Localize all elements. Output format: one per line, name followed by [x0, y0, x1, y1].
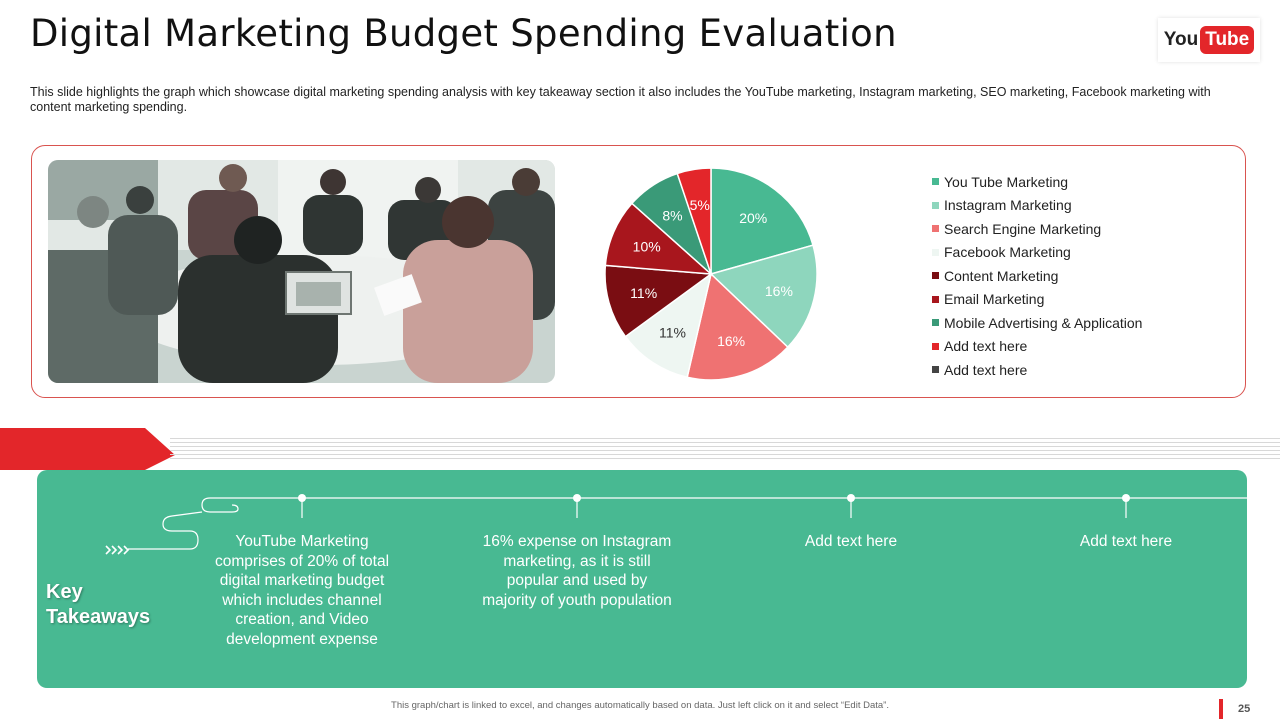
decorative-stripes: [170, 438, 1280, 462]
footer-note: This graph/chart is linked to excel, and…: [391, 700, 889, 711]
pie-label-7: 8%: [662, 208, 682, 224]
legend-swatch-1: [932, 178, 939, 186]
pie-slice-8: [676, 167, 712, 275]
legend-swatch-7: [932, 319, 939, 327]
legend-item-1: You Tube Marketing: [932, 170, 1142, 194]
legend-swatch-4: [932, 248, 939, 256]
legend-label-1: You Tube Marketing: [944, 173, 1069, 190]
pie-chart: 20% 16% 16% 11% 11% 10%8% 5%: [604, 167, 818, 381]
legend-label-3: Search Engine Marketing: [944, 220, 1102, 237]
chart-legend: You Tube Marketing Instagram Marketing Sea…: [932, 170, 1142, 382]
takeaway-text-4: Add text here: [1079, 533, 1173, 550]
takeaway-text-2: 16% expense on Instagram marketing, as i…: [482, 533, 672, 609]
legend-item-9: Add text here: [932, 358, 1142, 382]
pie-label-3: 16%: [717, 333, 745, 349]
takeaway-text-1: YouTube Marketing comprises of 20% of to…: [214, 533, 390, 648]
legend-swatch-8: [932, 342, 939, 350]
legend-swatch-6: [932, 295, 939, 303]
legend-swatch-5: [932, 272, 939, 280]
legend-item-8: Add text here: [932, 335, 1142, 359]
key-takeaways-heading: Key Takeaways: [46, 581, 151, 628]
legend-item-3: Search Engine Marketing: [932, 217, 1142, 241]
pie-slice-4: [624, 272, 713, 379]
page-title: Digital Marketing Budget Spending Evalua…: [30, 12, 897, 55]
legend-label-6: Email Marketing: [944, 291, 1045, 308]
pie-slice-1: [710, 167, 814, 275]
pie-label-5: 11%: [630, 285, 657, 301]
pie-label-1: 20%: [739, 210, 767, 226]
takeaway-text-3: Add text here: [804, 533, 898, 550]
legend-label-4: Facebook Marketing: [944, 244, 1071, 261]
legend-item-6: Email Marketing: [932, 288, 1142, 312]
logo-tube-text: Tube: [1200, 26, 1255, 54]
legend-label-7: Mobile Advertising & Application: [944, 314, 1143, 331]
legend-item-2: Instagram Marketing: [932, 194, 1142, 218]
legend-item-5: Content Marketing: [932, 264, 1142, 288]
chart-panel: [31, 145, 1246, 398]
pie-slice-3: [686, 272, 789, 381]
red-accent-banner: [0, 428, 175, 470]
youtube-logo: You Tube: [1158, 18, 1260, 62]
legend-label-5: Content Marketing: [944, 267, 1059, 284]
pie-label-2: 16%: [765, 283, 793, 299]
pie-label-8: 5%: [690, 197, 710, 213]
legend-swatch-2: [932, 201, 939, 209]
legend-item-7: Mobile Advertising & Application: [932, 311, 1142, 335]
meeting-photo: [48, 160, 555, 383]
key-takeaways-panel: [37, 470, 1247, 688]
legend-label-8: Add text here: [944, 338, 1028, 355]
pie-slice-2: [709, 244, 818, 349]
pie-slice-5: [604, 264, 714, 338]
pie-slice-6: [604, 202, 714, 275]
logo-you-text: You: [1163, 29, 1199, 50]
page-subtitle: This slide highlights the graph which sh…: [30, 85, 1211, 114]
page-number-bar: [1219, 699, 1223, 719]
pie-label-4: 11%: [659, 324, 686, 340]
pie-label-6: 10%: [633, 238, 661, 254]
page-number: 25: [1238, 703, 1251, 715]
legend-label-2: Instagram Marketing: [944, 197, 1072, 214]
legend-item-4: Facebook Marketing: [932, 241, 1142, 265]
legend-swatch-3: [932, 225, 939, 233]
legend-label-9: Add text here: [944, 361, 1028, 378]
legend-swatch-9: [932, 366, 939, 374]
